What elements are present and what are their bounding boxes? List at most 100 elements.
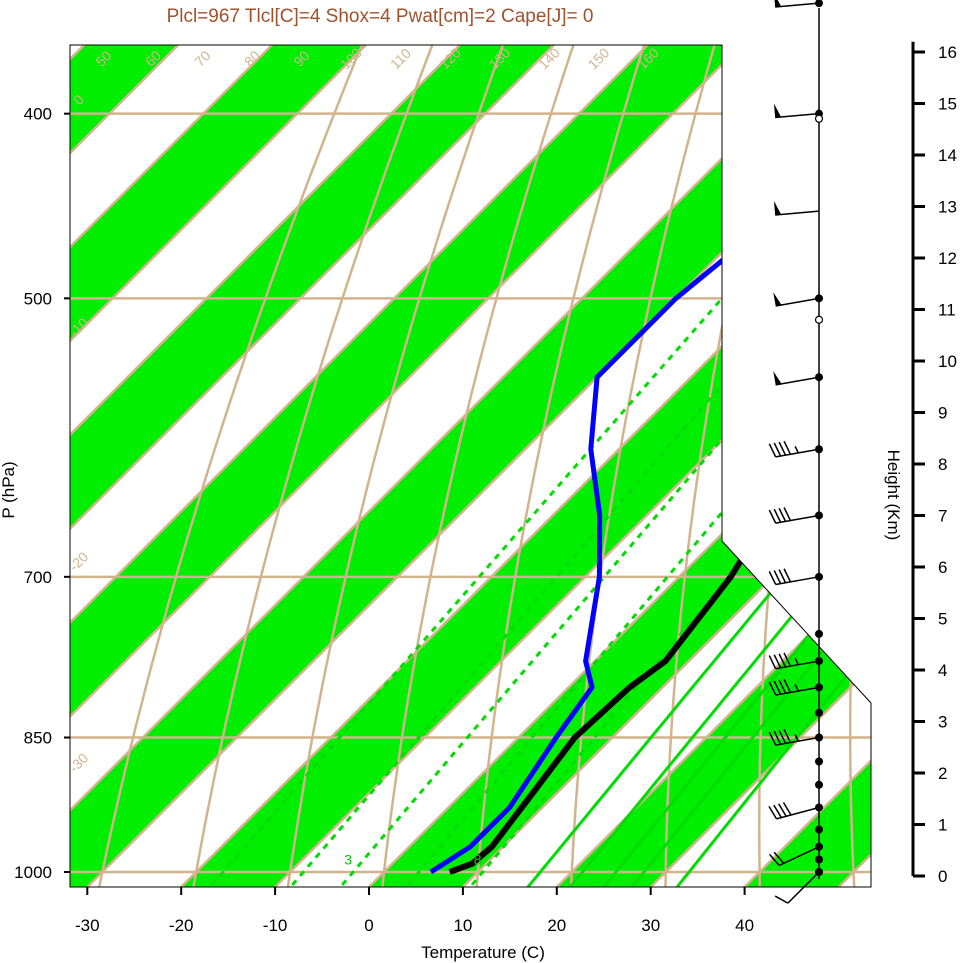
- wind-barb-feather: [768, 443, 777, 458]
- wind-barb: [768, 729, 820, 746]
- x-tick-label: 30: [641, 916, 660, 935]
- dry-adiabat-line: [92, 45, 871, 887]
- x-tick-label: -30: [75, 916, 100, 935]
- dry-adiabat-line: [664, 45, 871, 887]
- isotherm-line: [70, 45, 387, 887]
- mixing-ratio-label: 8: [474, 852, 482, 868]
- isotherm-label: 20: [779, 324, 801, 346]
- mixing-ratio-line: [610, 45, 871, 887]
- wind-barb-feather: [768, 509, 777, 524]
- wind-level-marker: [815, 708, 823, 717]
- isotherm-line: [70, 45, 481, 887]
- wind-barb-feather: [773, 680, 782, 695]
- x-tick-label: 20: [547, 916, 566, 935]
- wind-barb-staff: [787, 871, 820, 904]
- wind-level-marker: [815, 629, 823, 638]
- wind-barb-feather: [778, 507, 787, 522]
- wind-barb: [769, 846, 820, 867]
- wind-barb-feather: [783, 568, 792, 583]
- isotherm-line: [442, 45, 871, 887]
- height-tick-label: 3: [938, 713, 947, 732]
- wind-barb-feather: [783, 678, 792, 693]
- wind-barb-staff: [775, 112, 820, 119]
- height-tick-label: 1: [938, 816, 947, 835]
- wind-level-marker: [815, 855, 823, 864]
- isotherm-band: [70, 45, 762, 887]
- wind-barb-feather: [778, 653, 787, 668]
- wind-barb-feather: [773, 442, 782, 457]
- wind-barb: [773, 201, 820, 216]
- plot-area: 403020100-10-20-303020100102030506070809…: [70, 44, 871, 887]
- wind-level-marker-open: [814, 315, 824, 324]
- wind-barb-half-feather: [794, 657, 799, 666]
- isotherm-line: [70, 45, 293, 887]
- wind-barb-feather: [778, 803, 787, 817]
- theta-label: 150: [585, 44, 613, 72]
- isotherm-line: [70, 45, 575, 887]
- height-tick-label: 8: [938, 455, 947, 474]
- wind-barb: [768, 507, 820, 524]
- wind-barb: [768, 440, 820, 458]
- wind-barb-feather: [773, 570, 782, 584]
- wind-barb-feather: [773, 508, 782, 523]
- mixing-ratio-line: [187, 112, 871, 887]
- theta-label: 110: [387, 45, 414, 72]
- height-tick-label: 15: [938, 95, 957, 114]
- wind-barb-feather: [773, 804, 782, 818]
- wind-barb-staff: [775, 576, 820, 586]
- wind-barb-column: [768, 0, 824, 904]
- wind-barb-feather: [773, 851, 785, 864]
- wind-barb-staff: [775, 686, 820, 696]
- isotherm-band: [70, 45, 386, 887]
- mixing-ratio-label: 3: [344, 852, 352, 868]
- isotherm-line: [70, 45, 763, 887]
- wind-barb: [768, 568, 820, 586]
- dry-adiabat-line: [378, 45, 871, 887]
- height-tick-label: 11: [938, 301, 956, 320]
- isotherm-band: [70, 45, 574, 887]
- height-tick-label: 10: [938, 352, 957, 371]
- wind-barb-flag: [773, 201, 782, 215]
- x-tick-label: 40: [735, 916, 754, 935]
- height-tick-label: 12: [938, 249, 957, 268]
- wind-barb-feather: [773, 654, 782, 669]
- mixing-ratio-line: [383, 112, 871, 887]
- plot-border: [69, 44, 872, 888]
- wind-barb-staff: [775, 660, 820, 670]
- isotherm-band: [70, 45, 871, 887]
- wind-barb-feather: [783, 507, 792, 521]
- wind-barb-staff: [775, 2, 820, 8]
- height-tick-label: 4: [938, 661, 947, 680]
- wind-barb-flag: [773, 371, 782, 385]
- wind-barb-feather: [769, 853, 780, 866]
- wind-barb-feather: [778, 679, 787, 694]
- dry-adiabat-line: [187, 45, 871, 887]
- mixing-ratio-line: [655, 45, 871, 887]
- wind-level-marker: [815, 757, 823, 766]
- dry-adiabat-line: [568, 45, 871, 887]
- isotherm-line: [254, 45, 871, 887]
- height-tick-label: 13: [938, 198, 957, 217]
- wind-barb: [768, 652, 820, 670]
- isotherm-line: [535, 45, 871, 887]
- wind-barb-staff: [775, 297, 820, 307]
- isotherm-band: [536, 45, 871, 887]
- x-tick-label: 10: [453, 916, 472, 935]
- wind-level-marker: [815, 825, 823, 834]
- y-tick-label: 500: [24, 289, 52, 308]
- wind-barb: [774, 0, 820, 8]
- wind-barb-feather: [778, 441, 787, 456]
- wind-barb: [773, 292, 820, 307]
- wind-barb-flag: [774, 0, 782, 8]
- wind-barb-half-feather: [794, 734, 799, 742]
- wind-barb: [773, 103, 820, 119]
- wind-barb-staff: [775, 448, 820, 458]
- theta-label: 70: [191, 47, 213, 69]
- wind-barb-feather: [783, 729, 792, 743]
- wind-barb: [773, 371, 820, 386]
- dry-adiabat-line: [473, 45, 871, 887]
- wind-barb-feather: [782, 802, 792, 816]
- x-axis: -30 -20 -10 0 10 20 30 40: [75, 887, 754, 935]
- wind-barb-flag: [773, 292, 782, 306]
